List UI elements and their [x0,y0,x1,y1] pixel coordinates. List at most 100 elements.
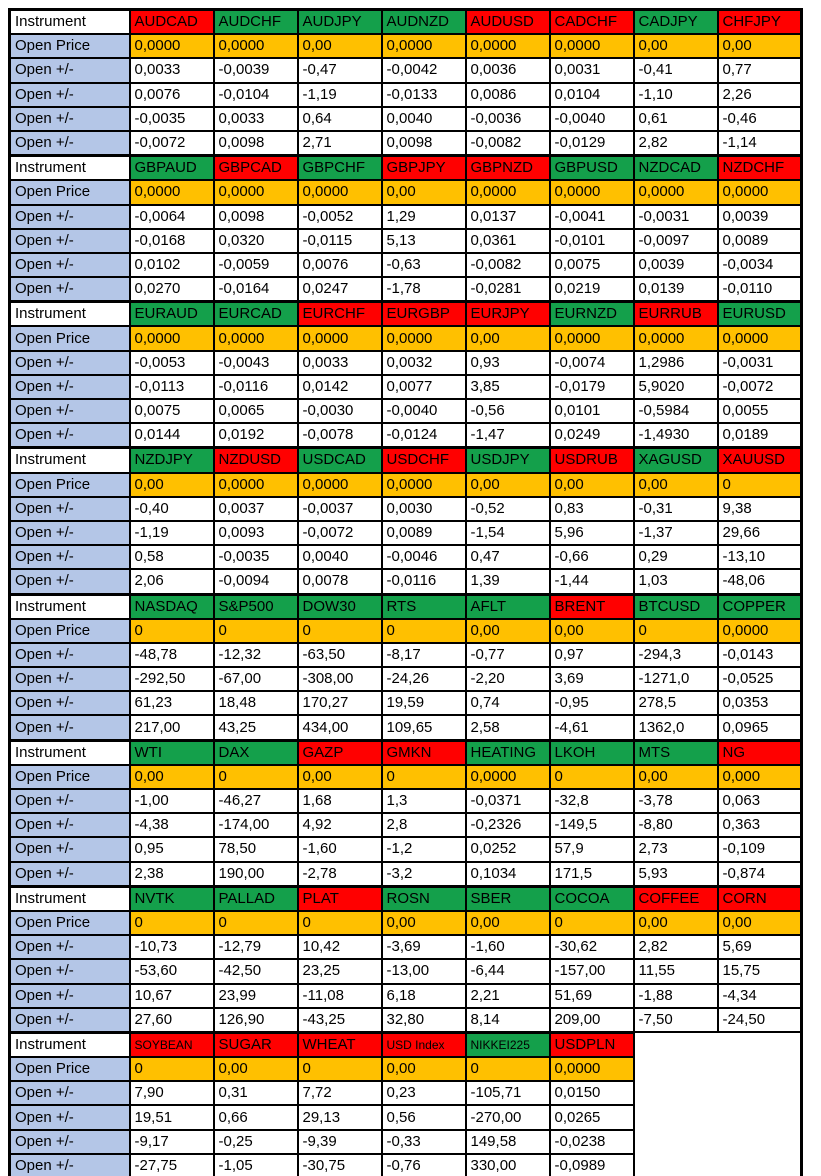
open-change-cell[interactable]: -43,25 [296,1006,383,1034]
open-change-row-label[interactable]: Open +/- [8,105,131,132]
open-change-cell[interactable]: 149,58 [464,1128,551,1155]
open-change-cell[interactable]: 330,00 [464,1152,551,1176]
open-change-cell[interactable]: 61,23 [128,690,215,717]
instrument-cell-usdcad[interactable]: USDCAD [296,446,383,474]
open-change-cell[interactable]: 9,38 [716,495,803,522]
open-change-cell[interactable]: 0,31 [212,1080,299,1107]
open-price-cell[interactable]: 0,0000 [464,763,551,791]
open-change-cell[interactable]: -1,19 [296,81,383,108]
open-change-cell[interactable]: -157,00 [548,958,635,985]
open-change-cell[interactable]: -0,0104 [212,81,299,108]
open-change-cell[interactable]: -0,0053 [128,349,215,376]
open-change-cell[interactable]: 5,69 [716,934,803,961]
open-change-cell[interactable]: 0,0219 [548,276,635,303]
open-change-cell[interactable]: -0,0238 [548,1128,635,1155]
open-change-cell[interactable]: 43,25 [212,714,299,742]
open-change-cell[interactable]: -4,61 [548,714,635,742]
open-change-cell[interactable]: 5,13 [380,227,467,254]
open-price-cell[interactable]: 0 [128,1056,215,1083]
open-change-cell[interactable]: 11,55 [632,958,719,985]
open-change-cell[interactable]: -0,0031 [716,349,803,376]
open-change-cell[interactable]: -0,0042 [380,57,467,84]
open-price-cell[interactable]: 0,0000 [212,33,299,60]
open-change-cell[interactable]: 0,0031 [548,57,635,84]
open-change-cell[interactable]: 0,61 [632,105,719,132]
open-change-cell[interactable]: 6,18 [380,982,467,1009]
open-change-cell[interactable]: 0,0192 [212,422,299,449]
open-price-cell[interactable]: 0,0000 [548,33,635,60]
open-change-cell[interactable]: 1,03 [632,568,719,595]
open-change-cell[interactable]: -67,00 [212,666,299,693]
instrument-row-label[interactable]: Instrument [8,592,131,620]
open-change-cell[interactable]: -0,0040 [380,397,467,425]
instrument-cell-gbpchf[interactable]: GBPCHF [296,154,383,182]
open-change-cell[interactable]: 2,73 [632,836,719,863]
open-change-cell[interactable]: 1,68 [296,787,383,815]
open-change-cell[interactable]: 57,9 [548,836,635,863]
instrument-row-label[interactable]: Instrument [8,1030,131,1059]
open-price-cell[interactable]: 0,00 [128,471,215,498]
open-change-cell[interactable]: -0,25 [212,1128,299,1155]
open-price-cell[interactable]: 0 [548,909,635,937]
open-price-cell[interactable]: 0,0000 [548,1056,635,1083]
open-change-cell[interactable]: -1,78 [380,276,467,303]
open-change-row-label[interactable]: Open +/- [8,1152,131,1176]
open-change-row-label[interactable]: Open +/- [8,349,131,376]
open-change-cell[interactable]: 0,0077 [380,373,467,401]
open-price-cell[interactable]: 0,0000 [464,179,551,206]
instrument-cell-dow30[interactable]: DOW30 [296,592,383,620]
open-change-row-label[interactable]: Open +/- [8,519,131,547]
instrument-cell-usd-index[interactable]: USD Index [380,1030,467,1059]
open-change-cell[interactable]: 0,0144 [128,422,215,449]
open-change-cell[interactable]: -105,71 [464,1080,551,1107]
open-change-cell[interactable]: -9,39 [296,1128,383,1155]
instrument-cell-cocoa[interactable]: COCOA [548,884,635,912]
open-change-cell[interactable]: 0,0270 [128,276,215,303]
open-price-row-label[interactable]: Open Price [8,325,131,352]
open-change-cell[interactable]: 8,14 [464,1006,551,1034]
open-change-cell[interactable]: 0,0075 [548,251,635,279]
open-price-cell[interactable]: 0,00 [464,617,551,644]
instrument-cell-nzdchf[interactable]: NZDCHF [716,154,803,182]
open-change-cell[interactable]: 109,65 [380,714,467,742]
open-change-cell[interactable]: -0,0168 [128,227,215,254]
open-price-cell[interactable]: 0,00 [716,33,803,60]
instrument-cell-eurchf[interactable]: EURCHF [296,300,383,328]
open-change-cell[interactable]: 27,60 [128,1006,215,1034]
instrument-cell-eurgbp[interactable]: EURGBP [380,300,467,328]
instrument-cell-rts[interactable]: RTS [380,592,467,620]
open-price-row-label[interactable]: Open Price [8,1056,131,1083]
open-change-cell[interactable]: -0,0143 [716,641,803,669]
instrument-cell-wheat[interactable]: WHEAT [296,1030,383,1059]
open-change-cell[interactable]: 0,0065 [212,397,299,425]
instrument-cell-audjpy[interactable]: AUDJPY [296,8,383,36]
instrument-cell-nzdusd[interactable]: NZDUSD [212,446,299,474]
open-change-cell[interactable]: -48,78 [128,641,215,669]
open-change-row-label[interactable]: Open +/- [8,690,131,717]
open-change-row-label[interactable]: Open +/- [8,982,131,1009]
open-change-cell[interactable]: -0,77 [464,641,551,669]
open-change-cell[interactable]: -0,0072 [716,373,803,401]
open-price-cell[interactable]: 0,00 [632,33,719,60]
open-change-cell[interactable]: -4,34 [716,982,803,1009]
open-price-cell[interactable]: 0 [296,617,383,644]
instrument-cell-eurusd[interactable]: EURUSD [716,300,803,328]
open-change-cell[interactable]: -13,10 [716,544,803,571]
instrument-cell-xagusd[interactable]: XAGUSD [632,446,719,474]
open-change-row-label[interactable]: Open +/- [8,1104,131,1131]
open-change-cell[interactable]: -0,0052 [296,203,383,230]
open-change-cell[interactable]: 0,47 [464,544,551,571]
open-change-cell[interactable]: -308,00 [296,666,383,693]
open-price-cell[interactable]: 0,00 [128,763,215,791]
instrument-row-label[interactable]: Instrument [8,446,131,474]
open-change-cell[interactable]: 0,0030 [380,495,467,522]
open-price-cell[interactable]: 0,00 [632,471,719,498]
instrument-cell-eurnzd[interactable]: EURNZD [548,300,635,328]
open-change-cell[interactable]: -0,0115 [296,227,383,254]
open-change-row-label[interactable]: Open +/- [8,787,131,815]
instrument-cell-eurcad[interactable]: EURCAD [212,300,299,328]
open-change-cell[interactable]: -0,0101 [548,227,635,254]
open-change-cell[interactable]: 0,0093 [212,519,299,547]
open-change-cell[interactable]: 2,26 [716,81,803,108]
open-change-cell[interactable]: 0,0104 [548,81,635,108]
